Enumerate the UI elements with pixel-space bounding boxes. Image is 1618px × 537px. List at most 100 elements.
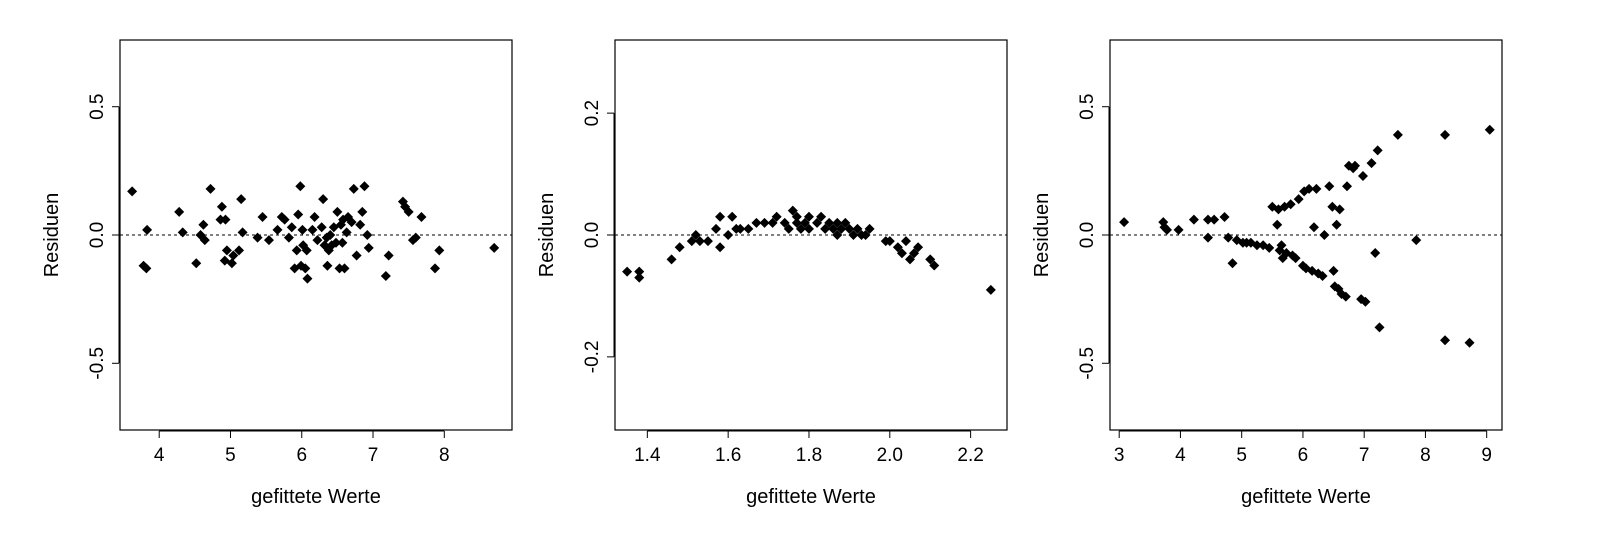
data-point [1304,183,1315,194]
data-point [702,236,713,247]
data-point [1119,217,1130,228]
data-point [686,236,697,247]
data-point [318,194,329,205]
data-point [1372,145,1383,156]
data-point [309,212,320,223]
data-point [1203,214,1213,225]
y-tick-label: 0.0 [87,222,108,248]
data-point [332,206,343,217]
data-point [286,222,297,233]
data-point [1357,170,1368,181]
x-tick-label: 8 [1420,445,1431,466]
data-point [1464,337,1475,348]
data-point [1203,232,1213,243]
data-point [362,230,373,240]
data-point [199,235,210,246]
data-point [1440,335,1451,346]
data-point [674,242,685,253]
data-point [221,245,232,256]
data-point [905,254,916,265]
data-point [634,272,645,283]
data-point [751,217,762,228]
data-point [771,211,782,222]
data-point [711,223,722,234]
data-point [351,250,362,261]
data-point [812,217,823,228]
data-point [844,223,855,234]
data-point [252,232,263,243]
data-point [791,217,802,228]
data-point [430,263,441,274]
data-point [316,222,327,233]
data-point [666,254,677,265]
data-point [909,248,920,259]
data-point [787,205,798,216]
data-point [234,245,245,256]
data-point [1360,296,1371,307]
data-point [434,245,445,256]
x-tick-label: 6 [296,445,307,466]
data-point [723,230,734,240]
data-point [357,206,368,217]
y-tick-label: 0.5 [87,93,108,119]
data-point [383,250,394,261]
x-tick-label: 7 [368,445,379,466]
data-point [291,245,302,256]
data-point [359,181,370,192]
data-point [715,211,726,222]
data-point [1264,242,1275,253]
data-point [913,242,924,253]
data-point [297,224,308,235]
data-point [1440,129,1451,140]
plot-frame [1109,39,1503,431]
x-tick-label: 9 [1481,445,1492,466]
x-tick-label: 6 [1298,445,1309,466]
data-point [142,224,153,235]
data-point [177,227,188,238]
data-point [715,242,726,253]
y-tick-label: -0.2 [582,341,603,374]
data-point [799,217,810,228]
x-tick-label: 4 [154,445,165,466]
data-point [307,224,318,235]
x-tick-label: 1.6 [715,445,741,466]
data-point [1281,247,1292,258]
data-point [127,186,138,197]
y-tick-label: 0.0 [582,222,603,248]
data-point [1308,222,1319,233]
data-point [900,236,911,247]
data-point [1374,322,1385,333]
data-point [832,230,843,240]
data-point [205,183,216,194]
data-point [1290,253,1301,264]
data-point [929,260,940,271]
data-point [191,258,202,269]
data-point [864,223,875,234]
data-point [1319,230,1330,240]
data-point [1350,160,1360,171]
data-point [1324,181,1335,192]
y-tick-label: -0.5 [1077,347,1098,380]
data-point [403,206,414,217]
data-point [836,223,847,234]
data-point [410,232,421,243]
data-point [1188,214,1199,225]
data-point [848,230,859,240]
data-point [795,223,806,234]
data-point [346,217,357,228]
data-point [141,263,152,274]
data-point [325,230,336,240]
data-point [174,206,185,217]
data-point [1209,214,1220,225]
data-point [1161,224,1172,235]
x-tick-label: 1.4 [634,445,661,466]
x-tick-label: 1.8 [796,445,822,466]
data-point [791,211,802,222]
data-point [884,236,895,247]
data-point [337,237,348,248]
data-point [300,263,311,274]
data-point [1370,247,1381,258]
x-axis-label: gefittete Werte [251,486,381,508]
data-point [355,219,366,230]
data-point [816,211,827,222]
